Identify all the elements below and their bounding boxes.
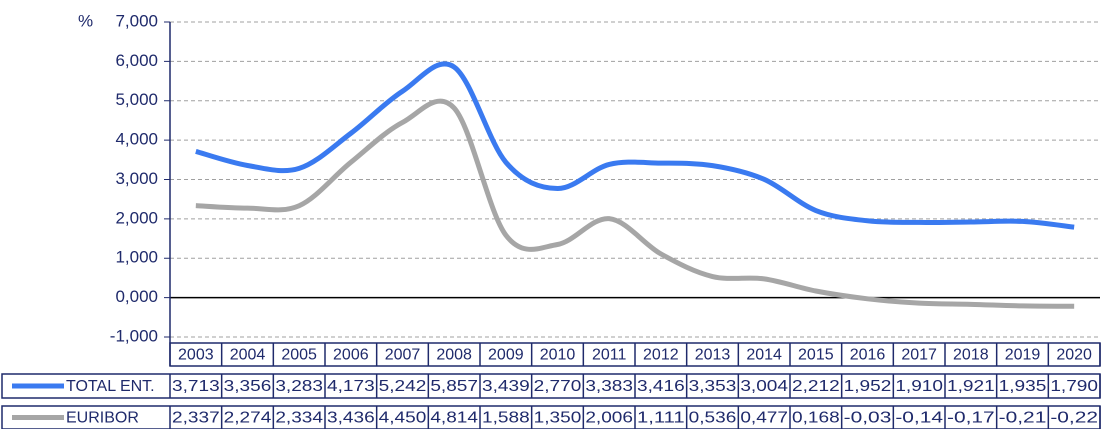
table-value: 2,337 <box>172 410 220 427</box>
y-tick-label: 5,000 <box>115 90 158 109</box>
x-tick-label: 2006 <box>333 347 369 364</box>
table-value: 3,416 <box>637 378 685 395</box>
table-value: 3,283 <box>275 378 323 395</box>
table-value: 3,353 <box>689 378 737 395</box>
table-value: 1,588 <box>482 410 530 427</box>
table-value: 1,790 <box>1050 378 1098 395</box>
table-value: 2,334 <box>275 410 323 427</box>
table-value: 5,242 <box>379 378 427 395</box>
table-value: 4,173 <box>327 378 375 395</box>
series-line <box>195 98 1075 309</box>
legend-label: TOTAL ENT. <box>66 378 155 395</box>
y-tick-label: 6,000 <box>115 51 158 70</box>
x-tick-label: 2011 <box>592 347 627 364</box>
table-value: 3,004 <box>740 378 788 395</box>
x-tick-label: 2013 <box>695 347 731 364</box>
table-value: 2,006 <box>585 410 633 427</box>
x-tick-label: 2017 <box>901 347 937 364</box>
series-line <box>195 61 1075 230</box>
x-tick-label: 2012 <box>643 347 679 364</box>
y-tick-label: 0,000 <box>115 287 158 306</box>
x-tick-label: 2004 <box>230 347 266 364</box>
table-value: 1,111 <box>637 410 685 427</box>
x-tick-label: 2014 <box>746 347 782 364</box>
table-value: 0,536 <box>689 410 737 427</box>
table-value: 2,770 <box>534 378 582 395</box>
y-tick-label: 4,000 <box>115 130 158 149</box>
table-value: 1,350 <box>534 410 582 427</box>
table-value: 3,436 <box>327 410 375 427</box>
table-value: -0,14 <box>895 410 943 427</box>
table-value: 3,713 <box>172 378 220 395</box>
x-tick-label: 2005 <box>281 347 317 364</box>
x-tick-label: 2003 <box>178 347 214 364</box>
x-tick-label: 2010 <box>540 347 576 364</box>
y-tick-label: 1,000 <box>115 248 158 267</box>
table-value: 3,439 <box>482 378 530 395</box>
x-tick-label: 2018 <box>953 347 989 364</box>
table-value: -0,17 <box>947 410 995 427</box>
legend-label: EURIBOR <box>66 410 139 427</box>
table-value: 1,910 <box>895 378 943 395</box>
y-tick-label: -1,000 <box>110 326 158 345</box>
y-tick-label: 7,000 <box>115 11 158 30</box>
table-value: 5,857 <box>430 378 478 395</box>
table-value: 0,168 <box>792 410 840 427</box>
table-value: 1,952 <box>844 378 892 395</box>
table-value: 3,356 <box>224 378 272 395</box>
table-value: 2,274 <box>224 410 272 427</box>
table-value: 4,814 <box>430 410 478 427</box>
x-tick-label: 2009 <box>488 347 524 364</box>
x-tick-label: 2015 <box>798 347 834 364</box>
table-value: -0,21 <box>999 410 1047 427</box>
x-tick-label: 2020 <box>1056 347 1092 364</box>
table-value: -0,22 <box>1050 410 1098 427</box>
table-value: 1,935 <box>999 378 1047 395</box>
y-tick-label: 2,000 <box>115 208 158 227</box>
x-tick-label: 2016 <box>850 347 886 364</box>
table-value: 1,921 <box>947 378 995 395</box>
x-tick-label: 2008 <box>436 347 472 364</box>
x-tick-label: 2019 <box>1005 347 1041 364</box>
table-value: 4,450 <box>379 410 427 427</box>
y-axis-label: % <box>78 11 93 30</box>
table-value: 3,383 <box>585 378 633 395</box>
x-tick-label: 2007 <box>385 347 421 364</box>
table-value: 2,212 <box>792 378 840 395</box>
table-value: 0,477 <box>740 410 788 427</box>
y-tick-label: 3,000 <box>115 169 158 188</box>
table-value: -0,03 <box>844 410 892 427</box>
